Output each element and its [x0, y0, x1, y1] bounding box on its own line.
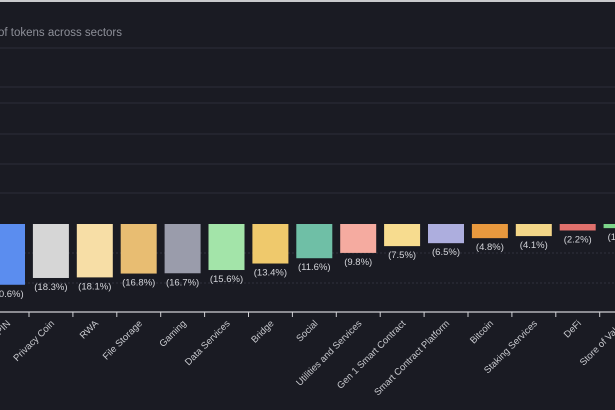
bar-8 — [340, 224, 377, 253]
bar-7 — [296, 224, 333, 259]
x-tick-label-3: File Storage — [101, 318, 145, 362]
x-tick-label-10: Smart Contract Platform — [372, 318, 452, 398]
data-label-5: (15.6%) — [210, 274, 243, 285]
bar-3 — [120, 224, 157, 274]
data-label-2: (18.1%) — [78, 281, 111, 292]
bar-13 — [559, 224, 596, 231]
bar-2 — [76, 224, 113, 278]
x-tick-label-11: Bitcoin — [468, 318, 496, 346]
data-label-11: (4.8%) — [476, 242, 504, 253]
bar-5 — [208, 224, 245, 271]
bar-0 — [0, 224, 25, 285]
x-tick-label-13: DeFi — [562, 318, 584, 340]
x-tick-label-2: RWA — [78, 318, 102, 342]
data-label-14: (1.4%) — [608, 232, 615, 243]
bar-9 — [384, 224, 421, 247]
chart-title: of tokens across sectors — [0, 27, 122, 39]
bar-4 — [164, 224, 201, 274]
bar-1 — [32, 224, 69, 278]
top-border — [0, 0, 615, 2]
data-label-8: (9.8%) — [344, 257, 372, 268]
data-label-7: (11.6%) — [298, 262, 331, 273]
bar-10 — [428, 224, 464, 244]
data-label-13: (2.2%) — [564, 234, 592, 245]
data-label-12: (4.1%) — [520, 240, 548, 251]
bar-14 — [603, 224, 615, 229]
x-tick-label-6: Bridge — [249, 318, 276, 345]
bar-6 — [252, 224, 289, 264]
x-tick-label-0: DePIN — [0, 318, 13, 346]
data-label-10: (6.5%) — [432, 247, 460, 258]
x-tick-label-7: Social — [294, 318, 320, 344]
x-tick-label-1: Privacy Coin — [12, 318, 57, 363]
bar-12 — [515, 224, 552, 237]
data-label-6: (13.4%) — [254, 268, 287, 279]
data-label-4: (16.7%) — [166, 277, 199, 288]
bar-11 — [471, 224, 508, 239]
data-label-3: (16.8%) — [122, 278, 155, 289]
data-label-0: (20.6%) — [0, 289, 24, 300]
data-label-9: (7.5%) — [388, 250, 416, 261]
x-tick-label-4: Gaming — [157, 318, 188, 349]
x-tick-label-5: Data Services — [183, 318, 233, 368]
data-label-1: (18.3%) — [34, 282, 67, 293]
